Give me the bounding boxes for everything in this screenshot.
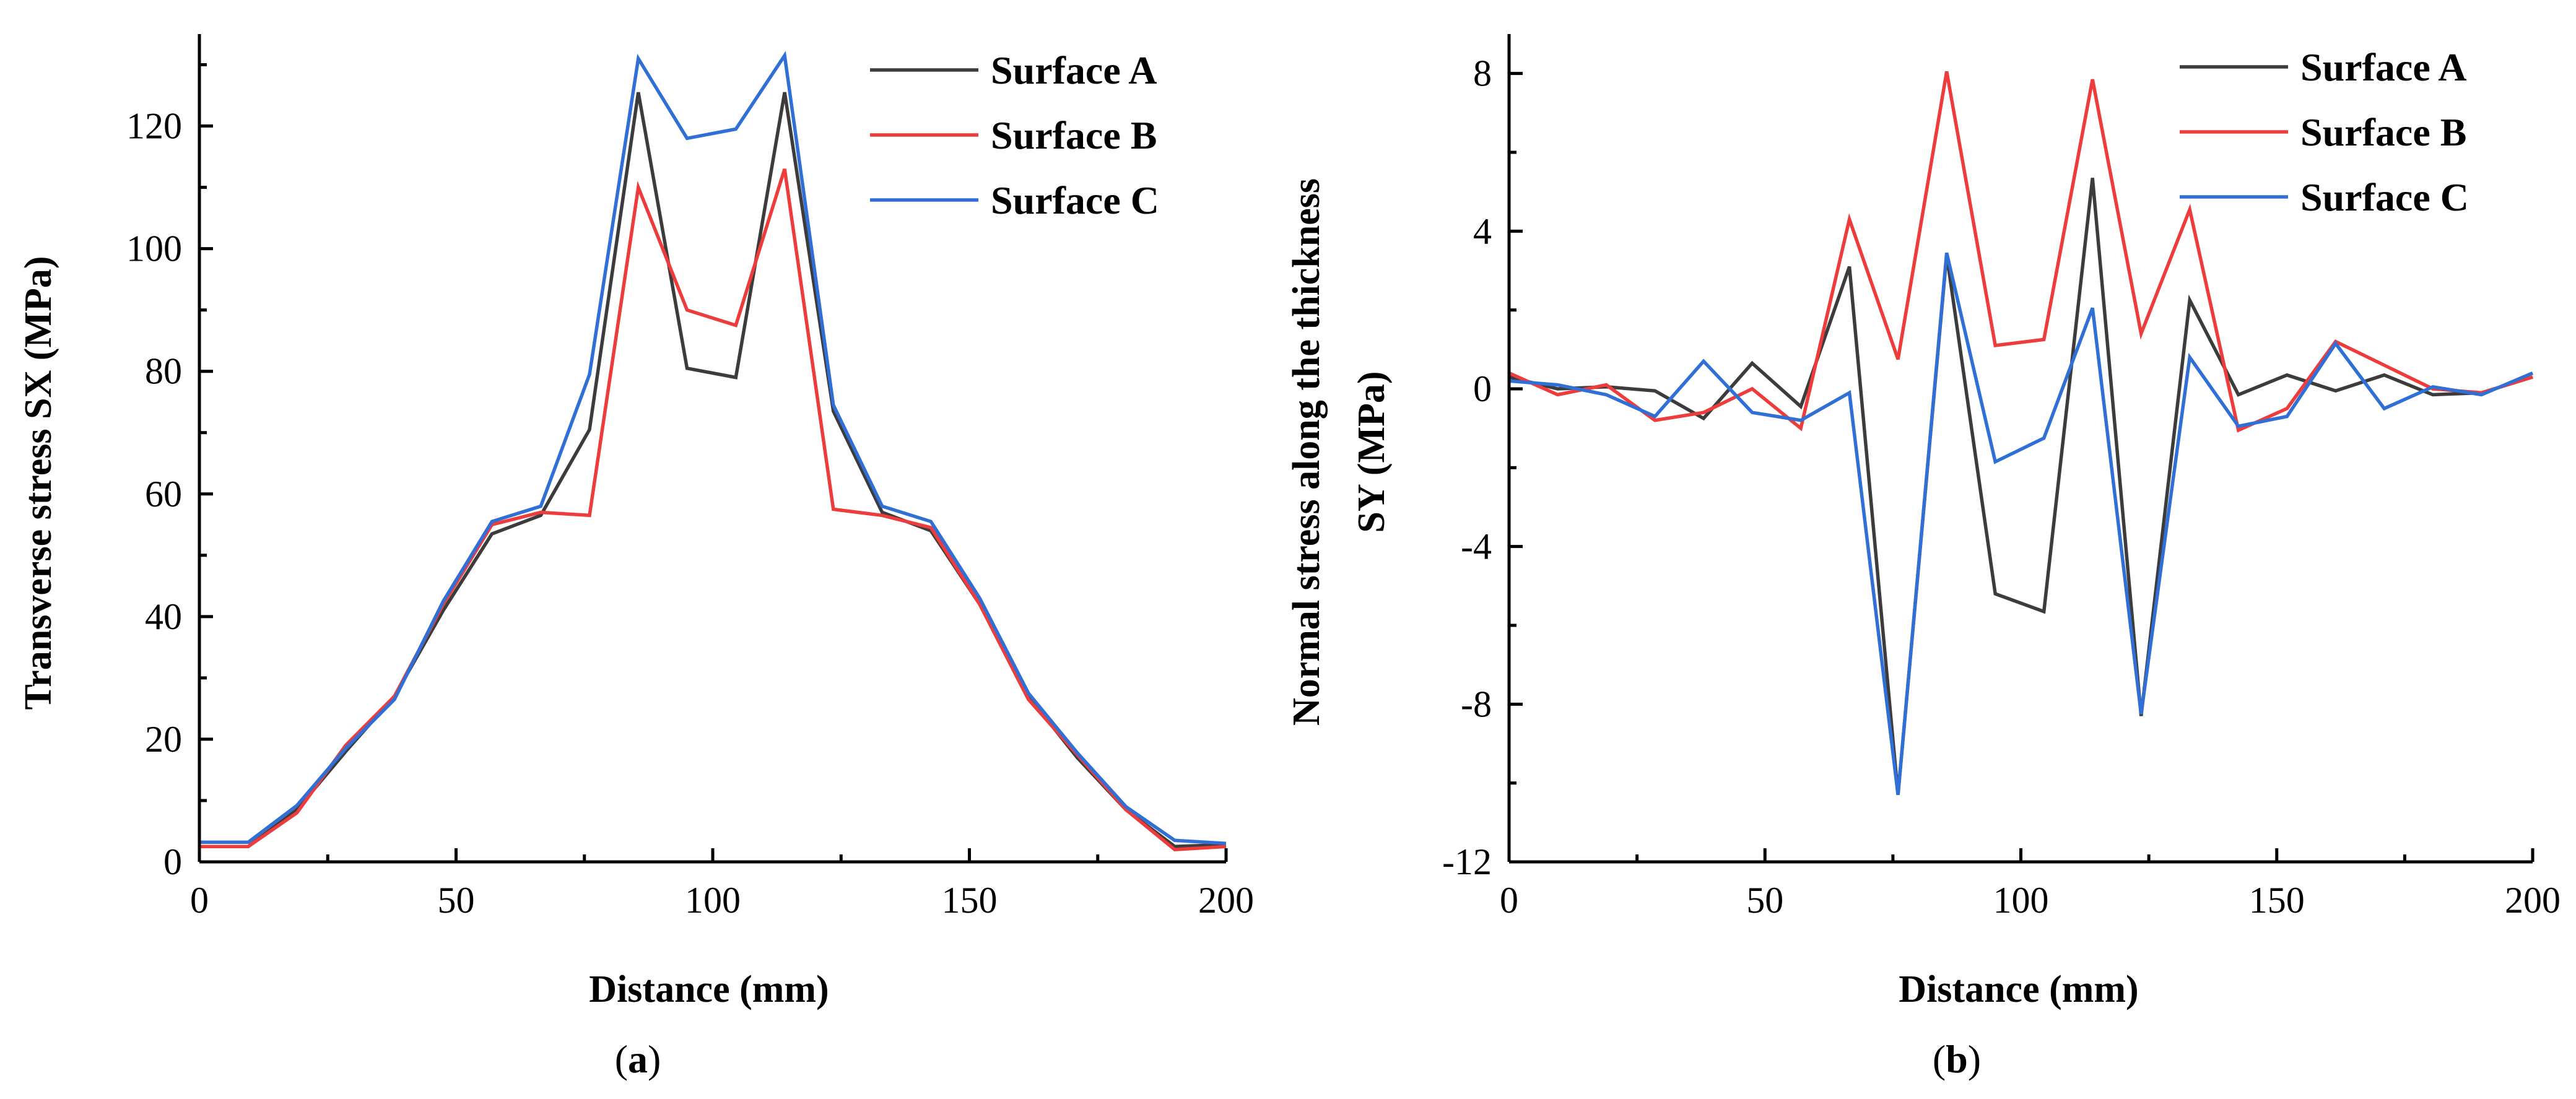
panel-b-y-axis-title-line-2: SY (MPa) <box>1351 371 1393 532</box>
panel-a-y-tick-label: 100 <box>126 228 182 269</box>
panel-b-legend: Surface A Surface B Surface C <box>2180 45 2469 219</box>
panel-b-axes: 0 50 100 150 200 -12 -8 -4 0 4 8 <box>1442 34 2561 921</box>
panel-a-label: (a) <box>615 1037 661 1081</box>
panel-a-x-tick-label: 200 <box>1198 880 1254 921</box>
panel-b-line-surface-b <box>1508 71 2533 433</box>
panel-a-x-tick-label: 0 <box>190 880 209 921</box>
panel-a-legend: Surface A Surface B Surface C <box>870 48 1159 222</box>
panel-a-x-tick-label: 150 <box>942 880 998 921</box>
panel-b-y-tick-label: -12 <box>1442 841 1492 882</box>
panel-a-x-tick-label: 100 <box>685 880 741 921</box>
panel-a-line-surface-b <box>199 168 1227 852</box>
panel-b-letter: b <box>1946 1037 1968 1081</box>
panel-b-x-tick-label: 0 <box>1500 880 1518 921</box>
panel-a-legend-label-surface-c: Surface C <box>991 178 1159 222</box>
panel-b-legend-label-surface-c: Surface C <box>2300 175 2469 219</box>
panel-b-y-tick-label: -8 <box>1461 684 1492 724</box>
panel-b-x-tick-label: 150 <box>2249 880 2305 921</box>
panel-b-line-surface-a <box>1508 178 2533 796</box>
panel-b-legend-label-surface-a: Surface A <box>2300 45 2466 89</box>
panel-a-x-tick-label: 50 <box>438 880 475 921</box>
panel-a-legend-label-surface-b: Surface B <box>991 113 1157 157</box>
panel-a-y-tick-label: 40 <box>145 596 182 637</box>
panel-a-series-lines <box>199 51 1227 852</box>
panel-a-axes: 0 50 100 150 200 0 20 40 60 80 100 120 <box>126 34 1254 921</box>
panel-a-x-axis-title: Distance (mm) <box>589 968 829 1010</box>
panel-b-y-tick-label: 4 <box>1473 211 1492 251</box>
panel-b-y-tick-label: -4 <box>1461 526 1492 567</box>
panel-b-line-surface-c <box>1508 252 2534 796</box>
panel-b-y-tick-label: 0 <box>1473 368 1492 409</box>
panel-a-y-tick-label: 0 <box>163 841 182 882</box>
panel-a-y-tick-label: 60 <box>145 474 182 515</box>
panel-a-line-surface-c <box>199 51 1227 846</box>
panel-b-series-lines <box>1508 71 2534 796</box>
panel-a-letter: a <box>628 1037 648 1081</box>
panel-b-x-tick-label: 50 <box>1746 880 1783 921</box>
panel-b-y-axis-title-line-1: Normal stress along the thickness <box>1286 178 1328 726</box>
panel-b-x-tick-label: 100 <box>1993 880 2049 921</box>
panel-b-y-tick-label: 8 <box>1473 53 1492 94</box>
panel-b-legend-label-surface-b: Surface B <box>2300 110 2466 154</box>
panel-b-x-tick-label: 200 <box>2505 880 2561 921</box>
panel-a-y-tick-label: 20 <box>145 719 182 760</box>
panel-b-x-axis-title: Distance (mm) <box>1899 968 2138 1010</box>
panel-a-legend-label-surface-a: Surface A <box>991 48 1157 92</box>
panel-a-y-tick-label: 120 <box>126 106 182 147</box>
panel-b-label: (b) <box>1933 1037 1981 1081</box>
panel-a-y-axis-title: Transverse stress SX (MPa) <box>17 256 59 710</box>
panel-a-y-tick-label: 80 <box>145 351 182 392</box>
